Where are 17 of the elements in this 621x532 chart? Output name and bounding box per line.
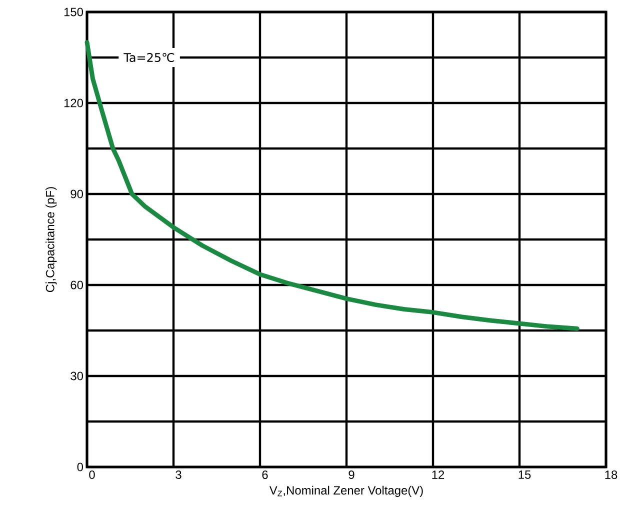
y-tick-label: 90 <box>70 190 84 198</box>
y-tick-label: 30 <box>70 372 84 380</box>
y-axis-title: Cj,Capacitance (pF) <box>46 187 57 292</box>
line-series <box>84 40 580 331</box>
y-tick-label: 0 <box>77 462 84 472</box>
x-tick-label: 6 <box>262 470 268 479</box>
x-tick-label: 15 <box>518 470 531 479</box>
x-tick-label: 3 <box>176 470 182 479</box>
x-tick-label: 12 <box>432 470 444 479</box>
y-tick-label: 120 <box>64 98 84 108</box>
y-tick-label: 60 <box>70 280 84 290</box>
annotation: Ta=25℃ <box>124 52 174 62</box>
x-tick-label: 9 <box>348 470 354 479</box>
x-axis-title: V$_{Z}$,Nominal Zener Voltage(V) <box>269 486 423 497</box>
x-tick-label: 18 <box>605 470 618 479</box>
x-tick-label: 0 <box>89 470 95 479</box>
y-tick-label: 150 <box>64 8 84 16</box>
